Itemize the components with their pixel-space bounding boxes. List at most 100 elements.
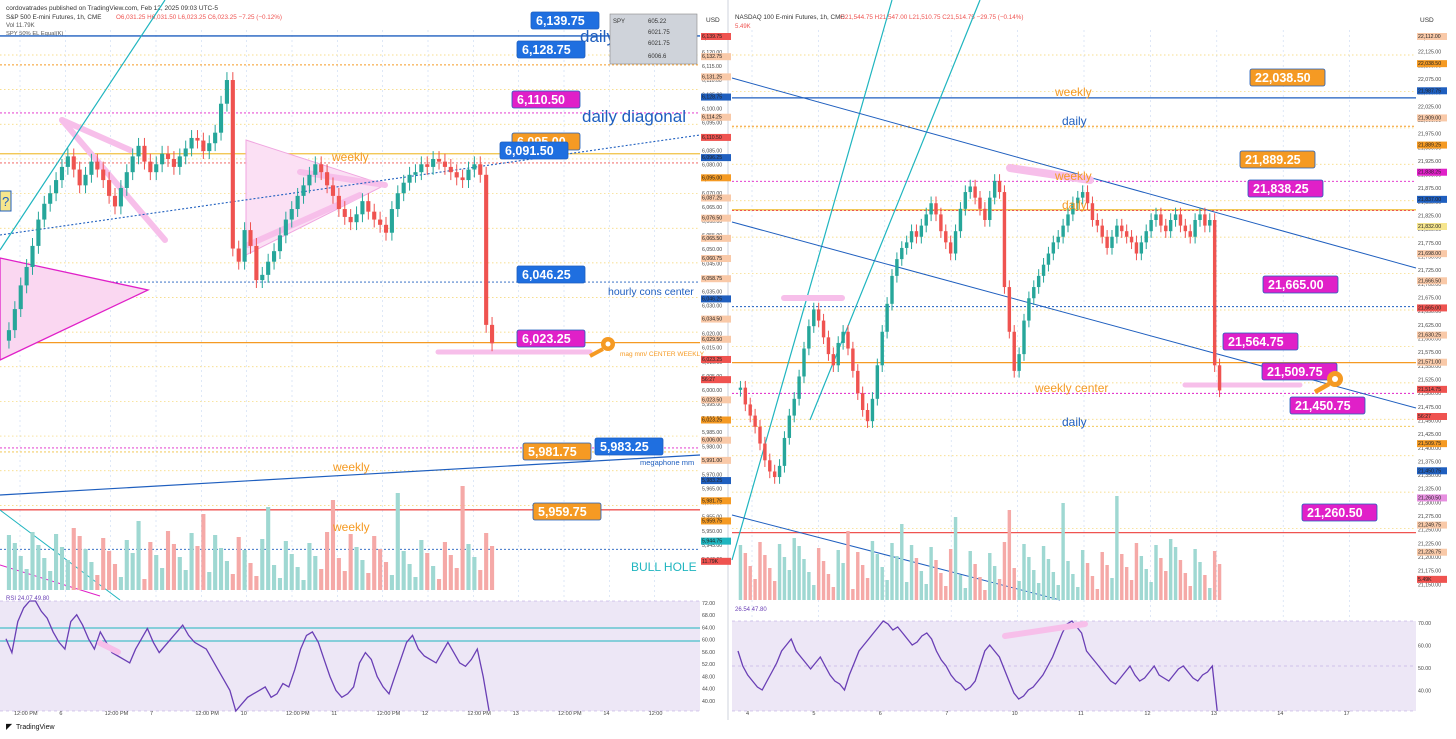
axis-tag-bg <box>1417 60 1447 68</box>
axis-tag-label: 6,076.50 <box>702 216 722 222</box>
volume-bar <box>1017 581 1021 600</box>
axis-tag-label: 21,666.50 <box>1418 278 1441 284</box>
es-volume-bars <box>6 486 495 590</box>
callout-label: 21,838.25 <box>1253 182 1309 196</box>
axis-tag-label: 56:27 <box>702 377 715 383</box>
time-tick-label: 12:00 PM <box>558 711 582 717</box>
candle-body <box>772 471 777 478</box>
volume-bar <box>425 553 430 590</box>
axis-tag-bg <box>701 315 731 323</box>
candle-body <box>924 214 928 226</box>
axis-tag-bg <box>701 133 731 141</box>
candle-body <box>963 192 968 209</box>
es-time-axis: 12:00 PM 6 12:00 PM 7 12:00 PM 10 12:00 PM 11 12… <box>14 711 662 717</box>
volume-bar <box>963 588 968 600</box>
nq-rsi-label: 26.54 47.80 <box>735 607 767 613</box>
axis-tag-label: 5.49K <box>1418 577 1432 583</box>
volume-bar <box>18 556 23 590</box>
nq-label-daily-2: daily <box>1062 198 1087 212</box>
price-tick-label: 22,025.00 <box>1418 104 1441 110</box>
es-extra-label: SPY 50% EL Equal(K) <box>6 31 63 37</box>
es-teal-diagonal <box>0 0 166 251</box>
volume-bar <box>1203 575 1207 600</box>
es-flag-pink-3 <box>245 192 363 248</box>
candle-body <box>112 195 118 207</box>
candle-body <box>207 143 212 152</box>
candle-body <box>929 203 933 215</box>
volume-bar <box>472 557 477 590</box>
candle-body <box>183 148 188 157</box>
volume-bar <box>1188 586 1192 600</box>
time-tick-label: 6 <box>59 711 62 717</box>
axis-tag-bg <box>701 214 731 222</box>
volume-bar <box>1168 539 1173 600</box>
candle-body <box>1124 231 1129 237</box>
candle-body <box>283 219 288 236</box>
volume-bar <box>900 524 904 600</box>
candle-body <box>24 266 29 286</box>
axis-tag-bg <box>701 174 731 182</box>
volume-bar <box>295 567 300 590</box>
volume-bar <box>478 570 483 590</box>
volume-bar <box>348 534 353 590</box>
price-tick-label: 5,995.00 <box>702 402 722 408</box>
price-tick-label: 6,050.00 <box>702 247 722 253</box>
price-tick-label: 6,095.00 <box>702 120 722 126</box>
volume-bar <box>973 564 977 600</box>
volume-bar <box>460 486 465 590</box>
callout-label: 6,023.25 <box>522 332 571 346</box>
volume-bar <box>59 547 65 590</box>
volume-bar <box>802 559 806 600</box>
candle-body <box>1144 231 1148 243</box>
axis-tag-label: 6,132.75 <box>702 54 722 60</box>
candle-body <box>442 161 447 167</box>
price-tick-label: 5,965.00 <box>702 487 722 493</box>
time-tick-label: 12:00 PM <box>195 711 219 717</box>
axis-tag-bg <box>1417 304 1447 312</box>
price-tick-label: 22,075.00 <box>1418 77 1441 83</box>
volume-bar <box>77 536 82 590</box>
price-tick-label: 21,875.00 <box>1418 186 1441 192</box>
candle-body <box>142 145 147 162</box>
candle-body <box>763 443 767 461</box>
spy-symbol: SPY <box>613 19 625 25</box>
volume-bar <box>1198 562 1202 600</box>
volume-bar <box>366 573 371 590</box>
candle-body <box>431 159 436 167</box>
callout-label: 21,564.75 <box>1228 335 1284 349</box>
candle-body <box>224 80 229 104</box>
es-label-daily-diagonal-2: daily diagonal <box>582 107 686 126</box>
volume-bar <box>260 539 265 590</box>
axis-tag-label: 6,087.25 <box>702 195 722 201</box>
es-label-hourly: hourly cons center <box>608 286 694 298</box>
candle-body <box>236 248 241 262</box>
candle-body <box>101 169 106 181</box>
price-tick-label: 21,850.00 <box>1418 200 1441 206</box>
volume-bar <box>929 547 933 600</box>
candle-body <box>1036 275 1041 288</box>
candle-body <box>413 172 418 175</box>
candle-body <box>342 209 347 217</box>
volume-bar <box>1095 589 1100 600</box>
volume-bar <box>1080 550 1085 600</box>
volume-bar <box>277 578 283 590</box>
callout-box <box>522 442 592 461</box>
footer: ◤ TradingView <box>6 722 55 731</box>
volume-bar <box>301 580 306 590</box>
volume-bar <box>330 500 336 590</box>
axis-tag-label: 21,630.25 <box>1418 333 1441 339</box>
es-blue-diagonal <box>0 454 701 496</box>
axis-tag-label: 6,139.75 <box>702 34 722 40</box>
candle-body <box>95 161 100 170</box>
price-tick-label: 21,550.00 <box>1418 364 1441 370</box>
candle-body <box>992 180 997 198</box>
volume-bar <box>395 493 400 590</box>
time-tick-label: 11 <box>1078 711 1084 717</box>
price-tick-label: 21,750.00 <box>1418 255 1441 261</box>
volume-bar <box>378 549 383 590</box>
candle-body <box>870 398 875 422</box>
candle-body <box>260 274 265 281</box>
candle-body <box>1208 220 1212 226</box>
volume-bar <box>307 543 312 590</box>
price-tick-label: 21,775.00 <box>1418 241 1441 247</box>
